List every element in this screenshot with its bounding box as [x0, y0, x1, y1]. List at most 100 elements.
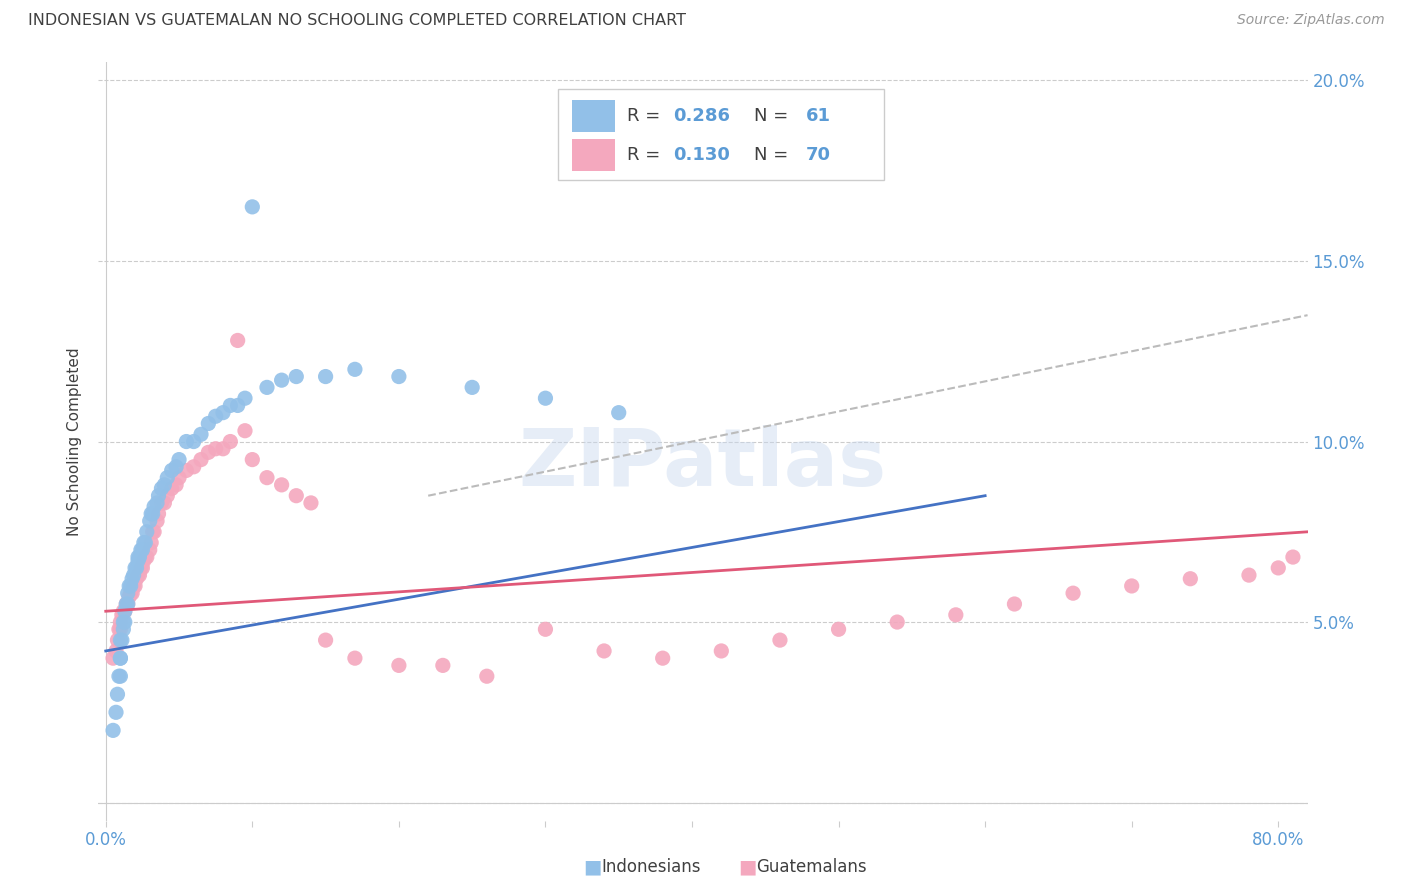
- Point: [176, 434, 198, 449]
- Point: [112, 622, 135, 636]
- Point: [125, 561, 148, 575]
- Point: [120, 579, 142, 593]
- Point: [461, 380, 484, 394]
- Text: N =: N =: [754, 107, 794, 125]
- Point: [1121, 579, 1143, 593]
- Point: [945, 607, 967, 622]
- Text: Indonesians: Indonesians: [602, 858, 702, 876]
- Point: [143, 524, 166, 539]
- Point: [204, 409, 226, 424]
- Point: [1282, 550, 1305, 565]
- Point: [118, 590, 141, 604]
- Point: [127, 550, 149, 565]
- Point: [110, 633, 132, 648]
- Text: 70: 70: [806, 146, 831, 164]
- Point: [146, 496, 169, 510]
- FancyBboxPatch shape: [572, 139, 614, 171]
- Point: [710, 644, 733, 658]
- Point: [285, 369, 308, 384]
- Point: [183, 459, 205, 474]
- Point: [131, 561, 153, 575]
- Point: [270, 478, 292, 492]
- Point: [204, 442, 226, 456]
- Point: [120, 586, 142, 600]
- Point: [315, 633, 337, 648]
- Point: [1062, 586, 1084, 600]
- Text: ■: ■: [738, 857, 756, 877]
- Point: [1237, 568, 1260, 582]
- Point: [167, 452, 190, 467]
- Point: [183, 434, 205, 449]
- Point: [134, 550, 156, 565]
- Point: [534, 391, 557, 405]
- FancyBboxPatch shape: [572, 101, 614, 132]
- Point: [156, 489, 179, 503]
- Point: [105, 706, 128, 720]
- Point: [138, 542, 160, 557]
- Text: Guatemalans: Guatemalans: [756, 858, 868, 876]
- Y-axis label: No Schooling Completed: No Schooling Completed: [67, 347, 83, 536]
- Point: [315, 369, 337, 384]
- Point: [165, 459, 187, 474]
- Point: [651, 651, 673, 665]
- Point: [124, 561, 146, 575]
- Point: [769, 633, 792, 648]
- Point: [127, 568, 149, 582]
- Point: [117, 586, 139, 600]
- Point: [110, 669, 132, 683]
- Point: [1004, 597, 1026, 611]
- Point: [110, 651, 132, 665]
- Point: [114, 615, 136, 629]
- Point: [148, 489, 170, 503]
- Point: [388, 369, 411, 384]
- Point: [233, 424, 256, 438]
- Point: [135, 550, 157, 565]
- Point: [226, 334, 249, 348]
- Point: [142, 524, 165, 539]
- Point: [1267, 561, 1289, 575]
- Point: [110, 651, 132, 665]
- Point: [212, 406, 235, 420]
- Point: [150, 496, 173, 510]
- Point: [122, 568, 145, 582]
- Point: [117, 597, 139, 611]
- Point: [121, 586, 143, 600]
- Text: INDONESIAN VS GUATEMALAN NO SCHOOLING COMPLETED CORRELATION CHART: INDONESIAN VS GUATEMALAN NO SCHOOLING CO…: [28, 13, 686, 29]
- Point: [108, 622, 131, 636]
- Point: [134, 535, 156, 549]
- Point: [160, 482, 183, 496]
- Text: R =: R =: [627, 107, 666, 125]
- Point: [156, 470, 179, 484]
- Point: [125, 572, 148, 586]
- Point: [135, 524, 157, 539]
- Point: [142, 507, 165, 521]
- Text: ZIPatlas: ZIPatlas: [519, 425, 887, 503]
- Point: [475, 669, 498, 683]
- Point: [299, 496, 322, 510]
- Point: [132, 554, 155, 568]
- Point: [128, 568, 150, 582]
- Point: [121, 572, 143, 586]
- Point: [148, 507, 170, 521]
- Point: [150, 482, 173, 496]
- Point: [190, 427, 212, 442]
- Point: [141, 535, 163, 549]
- Point: [105, 644, 128, 658]
- Point: [197, 417, 219, 431]
- Point: [165, 478, 187, 492]
- Point: [607, 406, 630, 420]
- Point: [111, 633, 134, 648]
- Point: [176, 463, 198, 477]
- Point: [143, 500, 166, 514]
- Point: [593, 644, 616, 658]
- Point: [101, 651, 124, 665]
- Text: 0.130: 0.130: [672, 146, 730, 164]
- Point: [101, 723, 124, 738]
- Text: 61: 61: [806, 107, 831, 125]
- Text: R =: R =: [627, 146, 666, 164]
- Point: [256, 470, 278, 484]
- Point: [110, 615, 132, 629]
- Point: [160, 463, 183, 477]
- Text: ■: ■: [583, 857, 602, 877]
- Text: N =: N =: [754, 146, 794, 164]
